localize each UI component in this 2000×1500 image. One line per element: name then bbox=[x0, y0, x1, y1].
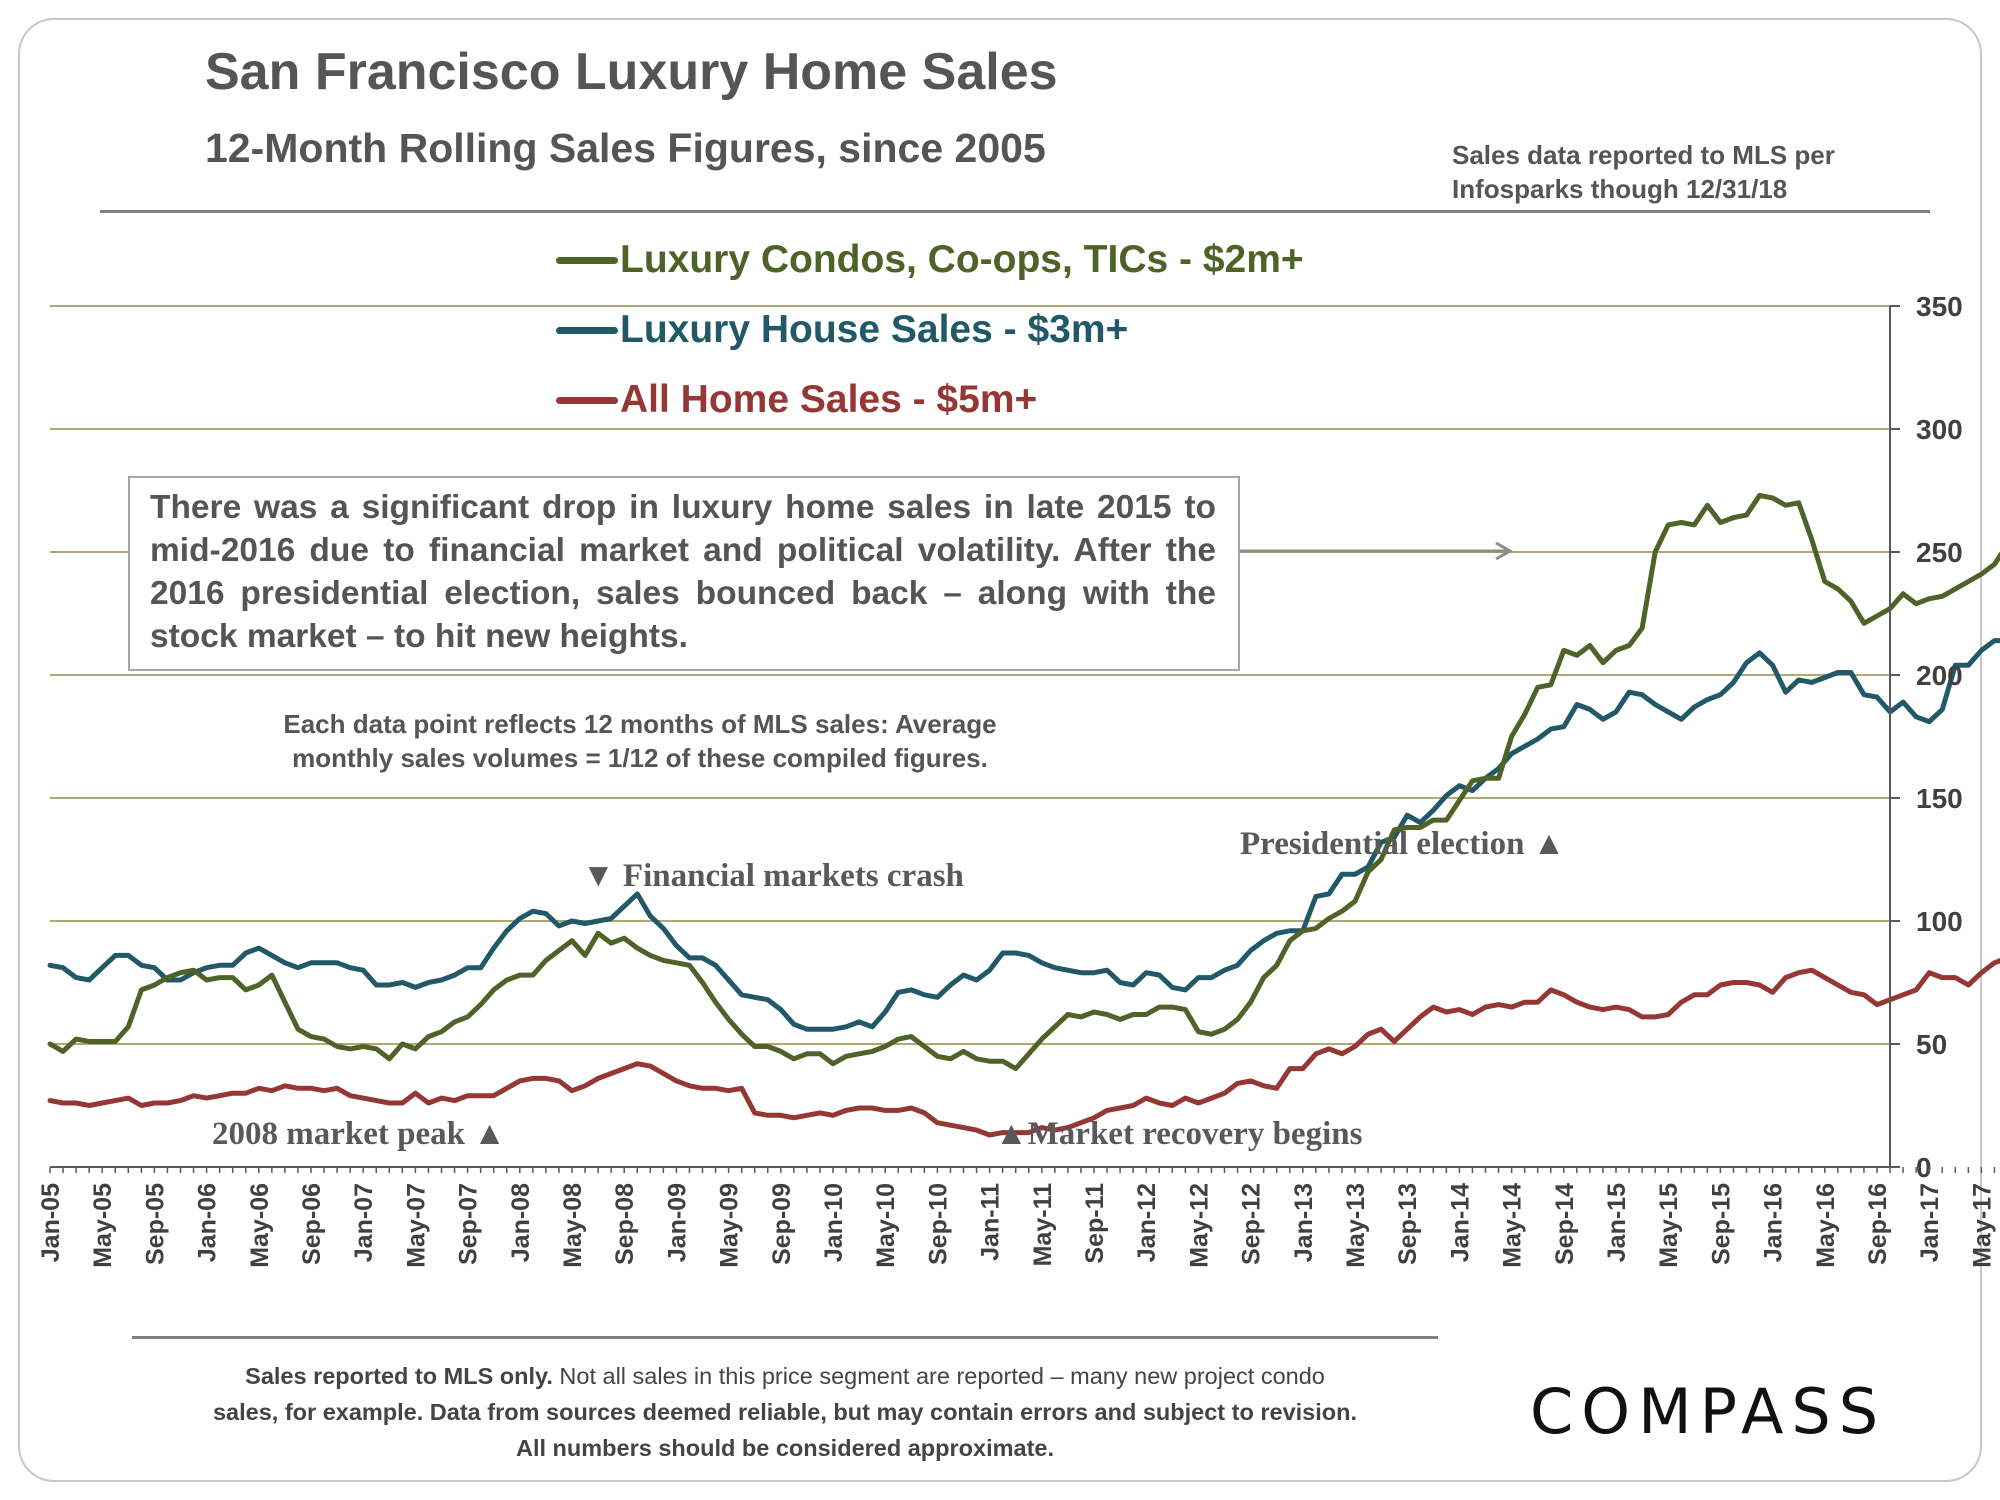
series-line-condos bbox=[47, 492, 2000, 1072]
legend-swatch-all bbox=[556, 396, 618, 404]
callout-box: There was a significant drop in luxury h… bbox=[128, 476, 1240, 671]
compass-logo: COMPASS bbox=[1530, 1375, 1887, 1448]
legend-swatch-houses bbox=[556, 326, 618, 334]
chart-frame bbox=[18, 18, 1982, 1482]
x-tick-label: Sep-14 bbox=[1551, 1183, 1579, 1265]
legend-item-houses: Luxury House Sales - $3m+ bbox=[556, 306, 1128, 354]
callout-arrow-head bbox=[1495, 541, 1514, 561]
y-tick-label: 350 bbox=[1916, 291, 1963, 322]
x-tick-label: Sep-07 bbox=[455, 1183, 483, 1265]
x-tick-label: Sep-12 bbox=[1238, 1183, 1266, 1265]
x-tick-label: Jan-13 bbox=[1290, 1183, 1318, 1262]
x-tick-label: Sep-16 bbox=[1864, 1183, 1892, 1265]
footnote: Sales reported to MLS only. Not all sale… bbox=[140, 1358, 1430, 1466]
page-subtitle: 12-Month Rolling Sales Figures, since 20… bbox=[205, 125, 1046, 171]
x-tick-label: Sep-06 bbox=[298, 1183, 326, 1265]
x-tick-label: May-07 bbox=[402, 1183, 430, 1268]
series-line-all bbox=[47, 958, 2000, 1138]
legend-label-houses: Luxury House Sales - $3m+ bbox=[620, 308, 1129, 351]
legend-label-condos: Luxury Condos, Co-ops, TICs - $2m+ bbox=[620, 238, 1304, 281]
x-tick-label: Jan-06 bbox=[194, 1183, 222, 1262]
chart-axes: 0 50 100 150 200 250 300 350 Jan-05 May-05 Sep-05 J… bbox=[37, 291, 1996, 1268]
y-tick-label: 150 bbox=[1916, 783, 1963, 814]
x-tick-label: May-13 bbox=[1342, 1183, 1370, 1268]
x-tick-label: Jan-16 bbox=[1760, 1183, 1788, 1262]
x-tick-label: Jan-14 bbox=[1446, 1183, 1474, 1262]
y-tick-label: 0 bbox=[1916, 1152, 1932, 1183]
x-tick-label: Jan-05 bbox=[37, 1183, 65, 1262]
legend-item-all: All Home Sales - $5m+ bbox=[556, 376, 1037, 424]
explanation-text: Each data point reflects 12 months of ML… bbox=[180, 707, 1100, 775]
explanation-line1: Each data point reflects 12 months of ML… bbox=[283, 709, 997, 739]
x-tick-label: Sep-08 bbox=[611, 1183, 639, 1265]
x-tick-label: May-10 bbox=[872, 1183, 900, 1268]
x-tick-label: Jan-15 bbox=[1603, 1183, 1631, 1262]
x-tick-label: Jan-07 bbox=[350, 1183, 378, 1262]
x-tick-label: Sep-13 bbox=[1394, 1183, 1422, 1265]
y-tick-label: 300 bbox=[1916, 414, 1963, 445]
footnote-line2: sales, for example. Data from sources de… bbox=[212, 1399, 1358, 1425]
y-tick-label: 250 bbox=[1916, 537, 1963, 568]
x-tick-label: May-09 bbox=[716, 1183, 744, 1268]
y-tick-label: 200 bbox=[1916, 660, 1963, 691]
header-rule bbox=[100, 210, 1930, 213]
footer-rule bbox=[132, 1336, 1438, 1339]
x-tick-label: Jan-08 bbox=[507, 1183, 535, 1262]
source-note-line1: Sales data reported to MLS per bbox=[1452, 140, 1835, 170]
annotation-recovery: ▲Market recovery begins bbox=[995, 1116, 1363, 1152]
footnote-line3: All numbers should be considered approxi… bbox=[516, 1435, 1054, 1461]
x-tick-label: Jan-17 bbox=[1916, 1183, 1944, 1262]
x-tick-label: May-12 bbox=[1185, 1183, 1213, 1268]
source-note-line2: Infosparks though 12/31/18 bbox=[1452, 174, 1788, 204]
x-tick-label: Jan-11 bbox=[977, 1183, 1005, 1261]
x-tick-label: May-08 bbox=[559, 1183, 587, 1268]
legend-item-condos: Luxury Condos, Co-ops, TICs - $2m+ bbox=[556, 236, 1304, 284]
series-line-houses bbox=[47, 638, 2000, 1032]
x-tick-label: Jan-09 bbox=[663, 1183, 691, 1262]
x-tick-label: May-17 bbox=[1968, 1183, 1996, 1268]
x-tick-label: May-11 bbox=[1029, 1183, 1057, 1266]
annotation-crash: ▼ Financial markets crash bbox=[582, 858, 964, 894]
legend-swatch-condos bbox=[556, 256, 618, 264]
x-tick-label: May-06 bbox=[246, 1183, 274, 1268]
x-tick-label: Sep-15 bbox=[1707, 1183, 1735, 1265]
x-tick-label: May-14 bbox=[1499, 1183, 1527, 1268]
x-tick-label: Sep-11 bbox=[1081, 1183, 1109, 1264]
footnote-line1-bold: Sales reported to MLS only. bbox=[245, 1363, 553, 1389]
x-tick-label: May-16 bbox=[1812, 1183, 1840, 1268]
legend-label-all: All Home Sales - $5m+ bbox=[620, 378, 1038, 421]
callout-arrow-layer bbox=[1240, 541, 1514, 561]
chart-series bbox=[47, 492, 2000, 1138]
explanation-line2: monthly sales volumes = 1/12 of these co… bbox=[292, 743, 988, 773]
annotation-election: Presidential election ▲ bbox=[1240, 826, 1566, 862]
x-tick-label: Sep-05 bbox=[141, 1183, 169, 1265]
y-tick-label: 100 bbox=[1916, 906, 1963, 937]
x-tick-label: Jan-10 bbox=[820, 1183, 848, 1262]
annotation-peak: 2008 market peak ▲ bbox=[212, 1116, 506, 1152]
footnote-line1-rest: Not all sales in this price segment are … bbox=[552, 1363, 1325, 1389]
x-tick-label: May-05 bbox=[89, 1183, 117, 1268]
y-tick-label: 50 bbox=[1916, 1029, 1947, 1060]
x-tick-label: Sep-09 bbox=[768, 1183, 796, 1265]
source-note: Sales data reported to MLS per Infospark… bbox=[1452, 138, 1835, 206]
footnote-line1: Sales reported to MLS only. Not all sale… bbox=[140, 1358, 1430, 1394]
x-tick-label: Jan-12 bbox=[1133, 1183, 1161, 1262]
x-tick-label: Sep-10 bbox=[924, 1183, 952, 1265]
x-tick-label: May-15 bbox=[1655, 1183, 1683, 1268]
page-title: San Francisco Luxury Home Sales bbox=[205, 43, 1058, 101]
